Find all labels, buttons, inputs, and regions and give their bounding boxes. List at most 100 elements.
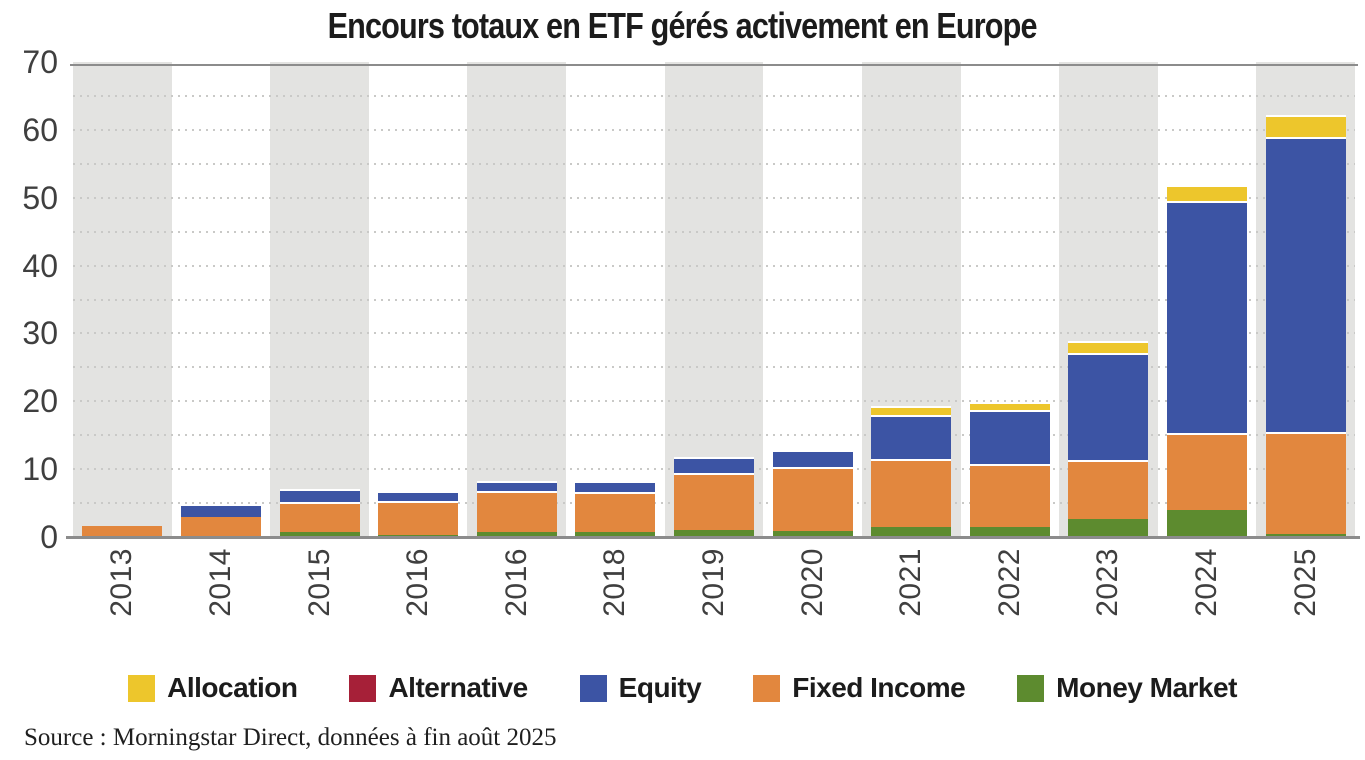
y-tick-label-0: 0 [40, 519, 58, 555]
bar-segment-fixed-income [1167, 433, 1248, 510]
bar-segment-equity [1265, 136, 1346, 432]
bar-segment-allocation [1167, 184, 1248, 201]
bar-segment-fixed-income [1265, 431, 1346, 534]
legend-label: Equity [618, 672, 702, 703]
bar-segment-equity [1167, 200, 1248, 434]
legend-item-money-market: Money Market [1017, 672, 1237, 704]
legend-label: Alternative [388, 672, 528, 703]
bar-2018-5 [575, 481, 656, 537]
chart-legend: Allocation Alternative Equity Fixed Income M… [0, 664, 1365, 712]
gridline-35 [73, 298, 1355, 301]
bar-segment-allocation [871, 406, 952, 415]
bar-2013-0 [82, 525, 163, 537]
bar-segment-equity [378, 490, 459, 502]
bar-segment-money-market [1068, 518, 1149, 537]
x-tick-text: 2018 [598, 548, 632, 617]
bar-segment-fixed-income [871, 458, 952, 527]
x-tick-text: 2014 [203, 548, 237, 617]
bar-segment-equity [279, 488, 360, 503]
bar-segment-equity [575, 481, 656, 493]
bar-2015-2 [279, 488, 360, 537]
bar-segment-fixed-income [969, 464, 1050, 527]
bar-segment-fixed-income [180, 516, 261, 537]
gridline-25 [73, 366, 1355, 369]
x-axis-labels: 2013 2014 2015 2016 2016 2018 2019 2020 2021 2022… [73, 548, 1355, 648]
gridline-30 [73, 332, 1355, 335]
bar-segment-money-market [969, 526, 1050, 537]
bar-segment-fixed-income [674, 472, 754, 531]
x-tick-label-2016-4: 2016 [467, 548, 566, 648]
legend-swatch-icon [1017, 674, 1045, 702]
y-tick-label-20: 20 [22, 383, 58, 420]
bar-segment-money-market [279, 532, 360, 537]
bar-segment-equity [476, 480, 557, 491]
gridline-50 [73, 196, 1355, 199]
x-tick-label-2013-0: 2013 [73, 548, 172, 648]
x-tick-text: 2025 [1288, 548, 1322, 617]
bar-segment-money-market [476, 531, 557, 537]
x-tick-text: 2023 [1091, 548, 1125, 617]
legend-item-fixed-income: Fixed Income [753, 672, 966, 704]
bar-segment-money-market [1265, 533, 1346, 537]
bar-2016-3 [378, 490, 459, 537]
bar-segment-equity [180, 504, 261, 517]
bar-segment-fixed-income [378, 501, 459, 535]
legend-swatch-icon [753, 674, 781, 702]
gridline-15 [73, 434, 1355, 437]
bar-2022-9 [969, 402, 1050, 537]
x-tick-text: 2016 [401, 548, 435, 617]
bar-segment-equity [871, 414, 952, 459]
x-tick-text: 2021 [894, 548, 928, 617]
x-tick-label-2023-10: 2023 [1059, 548, 1158, 648]
x-tick-text: 2016 [499, 548, 533, 617]
x-tick-label-2021-8: 2021 [862, 548, 961, 648]
x-tick-text: 2019 [696, 548, 730, 617]
bar-2014-1 [180, 504, 261, 537]
bar-2025-12 [1265, 114, 1346, 537]
bar-segment-equity [1068, 353, 1149, 461]
x-tick-text: 2013 [105, 548, 139, 617]
legend-item-alternative: Alternative [349, 672, 528, 704]
source-note: Source : Morningstar Direct, données à f… [24, 724, 557, 751]
legend-label: Fixed Income [792, 672, 966, 703]
x-tick-label-2015-2: 2015 [270, 548, 369, 648]
bar-segment-money-market [1167, 509, 1248, 537]
x-tick-label-2014-1: 2014 [172, 548, 271, 648]
legend-swatch-icon [579, 674, 607, 702]
gridline-55 [73, 162, 1355, 165]
gridline-40 [73, 264, 1355, 267]
legend-swatch-icon [128, 674, 156, 702]
x-tick-text: 2020 [795, 548, 829, 617]
chart-title-text: Encours totaux en ETF gérés activement e… [327, 5, 1038, 46]
bar-segment-money-market [674, 530, 754, 537]
bar-segment-allocation [969, 402, 1050, 411]
bar-segment-allocation [1265, 114, 1346, 137]
bar-2023-10 [1068, 340, 1149, 537]
bar-segment-fixed-income [772, 467, 853, 531]
bar-2024-11 [1167, 184, 1248, 537]
bar-segment-fixed-income [279, 502, 360, 533]
x-tick-label-2020-7: 2020 [763, 548, 862, 648]
x-axis-line [66, 536, 1360, 539]
bar-2021-8 [871, 406, 952, 537]
bar-segment-money-market [575, 531, 656, 537]
gridline-60 [73, 128, 1355, 131]
x-tick-label-2016-3: 2016 [369, 548, 468, 648]
y-tick-label-70: 70 [22, 44, 58, 80]
bar-segment-money-market [772, 530, 853, 537]
bar-2016-4 [476, 480, 557, 537]
x-tick-label-2024-11: 2024 [1158, 548, 1257, 648]
y-tick-label-40: 40 [22, 247, 58, 284]
legend-label: Money Market [1056, 672, 1237, 703]
x-tick-label-2022-9: 2022 [961, 548, 1060, 648]
bar-segment-allocation [1068, 340, 1149, 354]
y-tick-label-50: 50 [22, 179, 58, 216]
gridline-20 [73, 400, 1355, 403]
legend-item-allocation: Allocation [128, 672, 298, 704]
plot-top-border [70, 64, 1358, 66]
bar-segment-fixed-income [82, 525, 163, 537]
legend-label: Allocation [167, 672, 298, 703]
x-tick-label-2019-6: 2019 [665, 548, 764, 648]
x-tick-text: 2022 [992, 548, 1026, 617]
